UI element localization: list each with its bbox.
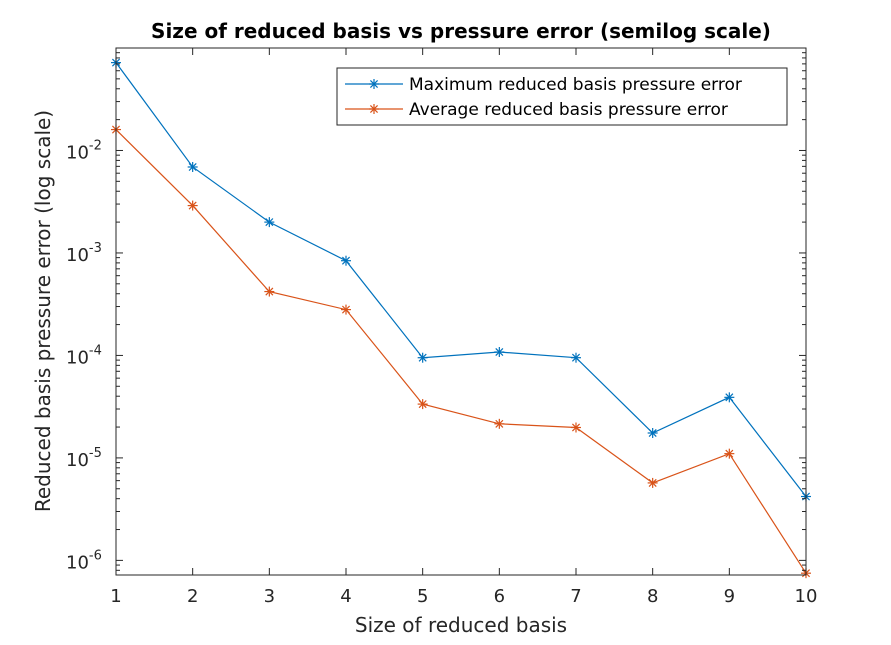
legend-box	[336, 67, 788, 126]
y-tick-label: 10-4	[66, 343, 102, 368]
x-tick-label: 3	[264, 586, 275, 607]
series-1-point-4	[341, 255, 351, 266]
series-1-point-2	[187, 161, 198, 172]
series-1-point-3	[264, 217, 275, 228]
legend-label: Average reduced basis pressure error	[409, 100, 728, 120]
series-line-1	[115, 62, 807, 497]
legend: Maximum reduced basis pressure error Aver…	[336, 67, 788, 126]
x-tick-label: 1	[110, 586, 121, 607]
series-2-point-2	[187, 200, 198, 211]
y-minor-ticks	[116, 52, 806, 571]
axes-box	[115, 47, 807, 576]
series-2-point-3	[264, 286, 275, 297]
series-2-point-7	[571, 422, 581, 433]
plot-area	[116, 48, 806, 575]
x-tick-label: 5	[417, 586, 428, 607]
chart-title: Size of reduced basis vs pressure error …	[151, 19, 771, 43]
series-1-point-5	[417, 352, 428, 363]
axes: 1 2 3 4 5 6 7 8 9 10 10-6 10-5 10-4 10-3 10-2	[66, 47, 818, 607]
series-1-point-9	[724, 392, 735, 403]
x-tick-label: 7	[570, 586, 581, 607]
series-line-2	[115, 129, 807, 574]
x-axis-label: Size of reduced basis	[355, 613, 567, 637]
x-tick-label: 9	[724, 586, 735, 607]
series-2-point-5	[417, 399, 428, 410]
y-tick-label: 10-3	[66, 241, 102, 266]
x-tick-label: 2	[187, 586, 198, 607]
x-tick-label: 8	[647, 586, 658, 607]
y-tick-label: 10-6	[66, 548, 102, 573]
series-2-point-9	[724, 448, 735, 459]
y-tick-label: 10-5	[66, 446, 102, 471]
x-tick-label: 10	[795, 586, 818, 607]
series-1-point-6	[494, 347, 505, 358]
series-2-point-4	[341, 304, 351, 315]
x-tick-label: 6	[494, 586, 505, 607]
legend-entry-2: Average reduced basis pressure error	[345, 100, 728, 120]
series-1-point-7	[571, 352, 581, 363]
y-axis-label: Reduced basis pressure error (log scale)	[31, 110, 55, 512]
legend-entry-1: Maximum reduced basis pressure error	[345, 75, 742, 95]
legend-marker	[369, 79, 379, 89]
series-1-point-8	[647, 427, 658, 438]
legend-label: Maximum reduced basis pressure error	[409, 75, 742, 95]
x-tick-label: 4	[340, 586, 351, 607]
y-tick-label: 10-2	[66, 138, 102, 163]
series-2-point-6	[494, 418, 505, 429]
legend-marker	[369, 104, 379, 114]
series-2-point-8	[647, 477, 658, 488]
